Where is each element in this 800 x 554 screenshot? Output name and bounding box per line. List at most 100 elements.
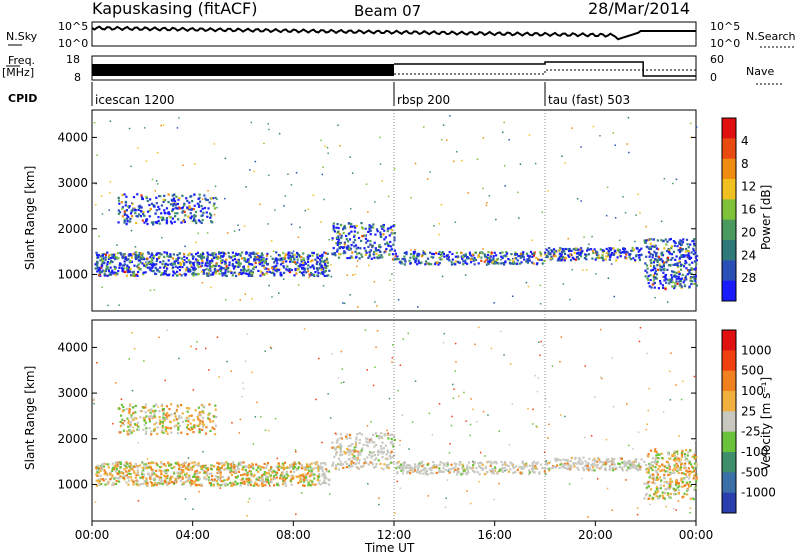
range-cell [352, 461, 355, 465]
range-cell [214, 404, 217, 407]
range-cell [161, 422, 164, 425]
range-cell [191, 428, 194, 431]
range-cell-sparse [149, 289, 152, 291]
range-cell [283, 255, 286, 258]
range-cell [561, 251, 564, 254]
range-cell [349, 433, 352, 436]
range-cell [650, 286, 653, 289]
range-cell [212, 484, 215, 487]
range-cell-sparse [445, 497, 447, 499]
range-cell-sparse [168, 215, 170, 218]
range-cell [548, 469, 551, 472]
range-cell [203, 206, 206, 210]
freq-panel: Freq. [MHz] 18 8 60 0 Nave [2, 53, 782, 85]
range-cell [235, 274, 238, 278]
range-cell [375, 457, 378, 460]
range-cell [510, 253, 513, 256]
range-cell [153, 482, 157, 485]
range-cell [683, 279, 686, 282]
range-cell [538, 471, 541, 474]
range-cell [325, 267, 328, 270]
range-cell-sparse [677, 266, 680, 268]
range-cell-sparse [693, 375, 696, 378]
range-cell-sparse [387, 195, 390, 198]
range-cell [142, 210, 145, 213]
range-cell-sparse [689, 122, 692, 125]
range-cell [212, 264, 215, 267]
range-cell [282, 475, 285, 479]
range-cell [682, 477, 685, 481]
range-cell [591, 462, 594, 466]
range-cell [659, 265, 662, 268]
range-cell-sparse [270, 347, 273, 350]
range-cell [197, 266, 200, 269]
range-cell [659, 268, 662, 271]
range-cell [175, 195, 178, 198]
range-cell [213, 271, 216, 274]
range-cell [296, 268, 299, 271]
range-cell [325, 477, 328, 480]
range-cell-sparse [648, 387, 650, 390]
range-cell [379, 233, 382, 236]
range-cell [594, 464, 597, 467]
range-cell-sparse [331, 239, 334, 241]
range-cell [322, 261, 326, 264]
range-cell-sparse [101, 213, 104, 215]
range-cell [266, 271, 269, 274]
range-cell [607, 249, 610, 252]
range-cell [181, 260, 185, 263]
range-cell [608, 258, 611, 261]
range-cell [142, 473, 146, 476]
range-cell [382, 468, 385, 471]
range-cell [291, 474, 294, 477]
range-cell [111, 475, 114, 478]
range-cell [231, 251, 234, 254]
range-cell-sparse [374, 301, 376, 303]
range-cell [227, 270, 230, 273]
range-cell [500, 255, 503, 258]
range-cell-sparse [669, 399, 672, 401]
range-cell [604, 462, 608, 465]
range-cell [302, 257, 305, 260]
range-cell [654, 469, 657, 472]
range-cell [409, 256, 412, 259]
range-cell [528, 471, 531, 474]
range-cell [190, 207, 193, 210]
range-cell [279, 474, 282, 477]
x-tick-label: 00:00 [679, 528, 714, 542]
range-cell-sparse [595, 273, 597, 275]
range-cell [544, 253, 547, 256]
range-cell [135, 479, 138, 482]
range-cell [248, 470, 251, 473]
range-cell [401, 466, 405, 469]
range-cell [600, 460, 603, 464]
range-cell [621, 466, 624, 469]
range-cell [437, 263, 440, 266]
range-cell [205, 426, 208, 429]
range-cell-sparse [614, 144, 616, 146]
range-cell [220, 484, 223, 487]
range-cell [193, 475, 196, 478]
range-cell [149, 207, 152, 211]
range-cell [180, 472, 183, 475]
range-cell [188, 407, 191, 410]
range-cell [602, 461, 605, 464]
range-cell [386, 457, 389, 460]
range-cell [615, 259, 618, 262]
range-cell [214, 408, 217, 411]
range-cell [332, 226, 335, 229]
range-cell-sparse [469, 434, 471, 437]
range-cell [177, 428, 180, 431]
range-cell-sparse [592, 125, 595, 128]
range-cell [296, 475, 300, 478]
range-cell [198, 477, 201, 480]
range-cell [176, 270, 179, 273]
range-cell [245, 260, 248, 263]
range-cell [307, 481, 310, 484]
range-cell-sparse [451, 415, 453, 418]
range-cell [178, 265, 181, 269]
range-cell-sparse [196, 341, 198, 343]
range-cell [651, 473, 654, 476]
range-cell [560, 254, 563, 257]
range-cell [680, 451, 684, 454]
